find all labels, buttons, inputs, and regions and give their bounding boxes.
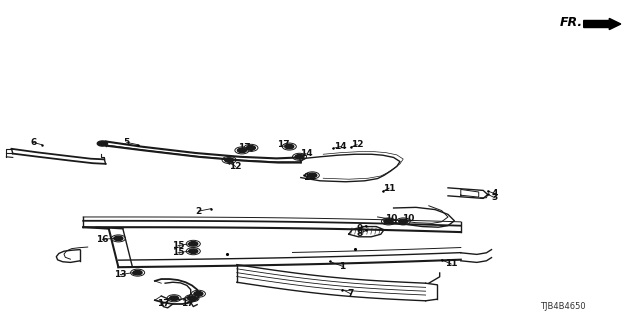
Text: TJB4B4650: TJB4B4650 <box>540 302 586 311</box>
Circle shape <box>189 249 198 253</box>
Circle shape <box>237 148 246 153</box>
Text: 15: 15 <box>172 248 184 257</box>
Text: 12: 12 <box>351 140 364 149</box>
Text: 5: 5 <box>124 138 130 147</box>
Text: FR.: FR. <box>560 16 583 29</box>
Text: 12: 12 <box>229 162 242 171</box>
Text: 17: 17 <box>277 140 290 149</box>
Circle shape <box>97 141 108 146</box>
Circle shape <box>384 219 393 224</box>
Text: 17: 17 <box>238 143 251 152</box>
Text: 10: 10 <box>402 214 415 223</box>
Text: 14: 14 <box>303 173 316 182</box>
FancyArrow shape <box>584 19 621 30</box>
Text: 6: 6 <box>30 138 36 147</box>
Circle shape <box>114 236 123 241</box>
Circle shape <box>133 270 142 275</box>
Circle shape <box>189 242 198 246</box>
Text: 13: 13 <box>114 270 127 279</box>
Text: 14: 14 <box>334 142 347 151</box>
Text: 11: 11 <box>445 260 458 268</box>
Circle shape <box>399 219 408 224</box>
Circle shape <box>246 146 255 150</box>
Circle shape <box>188 296 196 300</box>
Text: 11: 11 <box>383 184 396 193</box>
Text: 14: 14 <box>300 149 312 158</box>
Text: 17: 17 <box>180 299 193 308</box>
Text: 16: 16 <box>96 235 109 244</box>
Text: 2: 2 <box>195 207 202 216</box>
Text: 10: 10 <box>385 214 398 223</box>
Circle shape <box>225 158 234 162</box>
Text: 3: 3 <box>492 193 498 202</box>
Circle shape <box>194 292 203 296</box>
Text: 4: 4 <box>492 189 498 198</box>
Circle shape <box>295 155 304 159</box>
Text: 17: 17 <box>157 299 170 308</box>
Circle shape <box>285 144 294 149</box>
Circle shape <box>170 296 179 300</box>
Text: 8: 8 <box>356 229 363 238</box>
Text: 7: 7 <box>348 289 354 298</box>
Text: 9: 9 <box>356 224 363 233</box>
Text: 15: 15 <box>172 241 184 250</box>
Circle shape <box>308 173 317 178</box>
Text: 1: 1 <box>339 262 346 271</box>
